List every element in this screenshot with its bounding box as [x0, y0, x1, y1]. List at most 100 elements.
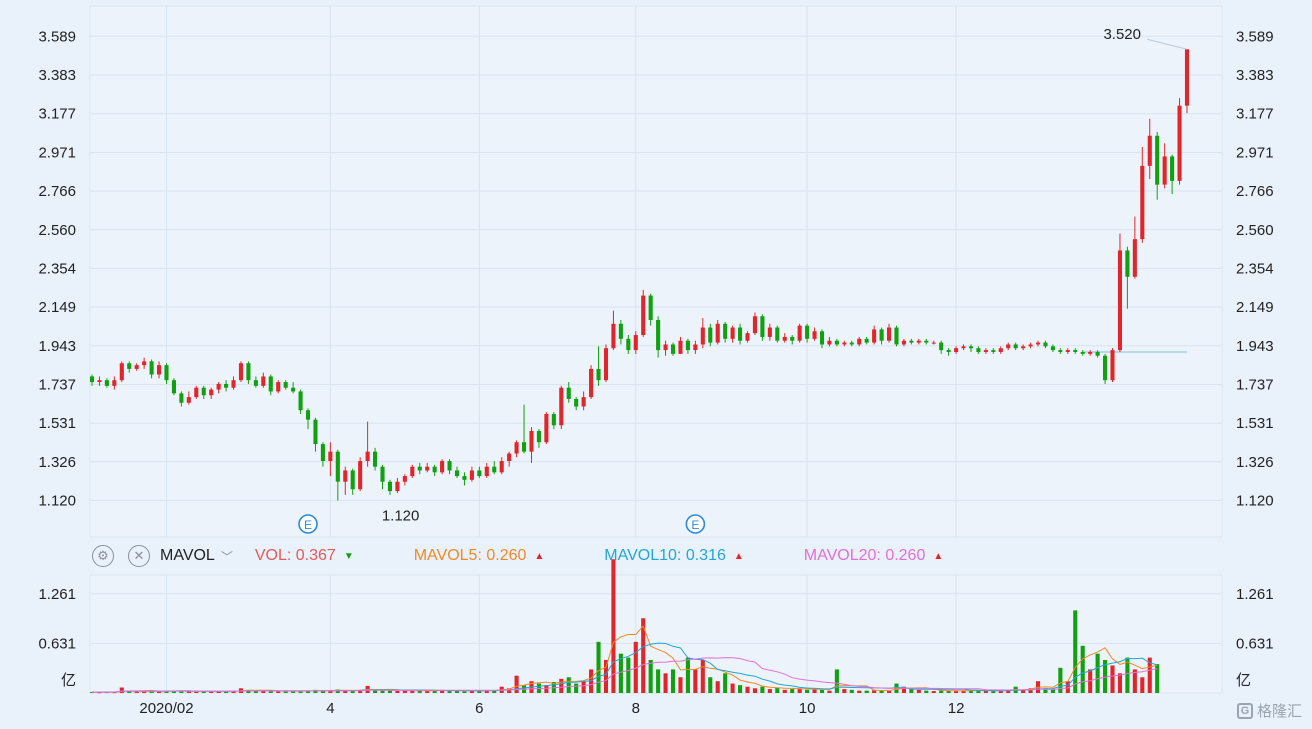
volume-bar: [685, 657, 690, 693]
logo-icon: G: [1236, 702, 1253, 719]
candle-body: [335, 451, 340, 482]
candle-body: [104, 380, 109, 386]
candle-body: [514, 442, 519, 454]
volume-bar: [641, 618, 646, 693]
candle-body: [983, 350, 988, 352]
candle-body: [402, 476, 407, 482]
candle-body: [760, 316, 765, 337]
candle: [745, 331, 750, 343]
price-tick-label: 1.120: [38, 493, 76, 510]
candle-body: [589, 368, 594, 398]
volume-bar: [693, 669, 698, 693]
volume-bar: [454, 691, 460, 693]
candle-body: [1021, 346, 1026, 349]
candle: [752, 312, 758, 336]
candle-body: [291, 387, 296, 392]
chevron-down-icon[interactable]: ﹀: [220, 549, 233, 564]
candle-body: [767, 327, 772, 337]
candle-body: [715, 323, 720, 343]
candle: [864, 336, 869, 345]
volume-bar: [879, 690, 884, 693]
volume-bar: [358, 689, 363, 693]
candle: [842, 340, 847, 347]
candle: [633, 331, 638, 354]
volume-bar: [402, 690, 407, 693]
candle-body: [1103, 355, 1108, 381]
volume-bar: [380, 690, 385, 693]
volume-bar: [171, 691, 176, 693]
candle-body: [544, 414, 549, 443]
close-icon[interactable]: ✕: [128, 545, 150, 567]
candle: [1110, 348, 1115, 383]
volume-bar: [268, 691, 273, 693]
volume-bar: [603, 659, 609, 693]
candle-body: [283, 382, 288, 388]
candle-body: [916, 340, 921, 343]
candlestick-series: [89, 49, 1190, 501]
price-tick-label: 2.354: [1236, 260, 1274, 277]
candle-body: [313, 419, 318, 445]
candle: [685, 338, 690, 354]
candle-body: [261, 376, 266, 386]
candle: [819, 329, 825, 349]
volume-bar: [916, 689, 921, 693]
candle: [1184, 49, 1190, 114]
candle-body: [723, 323, 728, 339]
volume-bar: [112, 692, 117, 694]
volume-bar: [819, 689, 825, 693]
candle-body: [499, 461, 504, 473]
price-tick-label: 3.383: [38, 67, 76, 84]
volume-bar: [730, 683, 735, 693]
candle: [1155, 131, 1160, 200]
volume-bar: [395, 691, 400, 693]
candle-body: [89, 376, 95, 383]
candle: [97, 376, 102, 386]
volume-bar: [283, 691, 288, 693]
price-tick-label: 1.531: [38, 415, 76, 432]
annotations: 3.520 1.120 E E: [298, 26, 1188, 534]
candle-body: [1095, 351, 1100, 356]
price-tick-label: 1.531: [1236, 415, 1274, 432]
volume-bar: [723, 673, 728, 693]
candle: [916, 338, 921, 345]
volume-bar: [834, 669, 839, 693]
candle-body: [179, 393, 184, 403]
volume-plot-area: [89, 574, 1223, 694]
candle-body: [298, 391, 303, 411]
candle: [499, 457, 504, 475]
candle: [410, 464, 415, 478]
price-tick-label: 1.943: [38, 338, 76, 355]
candle-body: [536, 430, 541, 443]
volume-bar: [715, 681, 720, 693]
candle: [797, 323, 802, 343]
candle: [574, 397, 579, 411]
volume-bar: [1125, 657, 1130, 693]
time-tick-label: 10: [799, 700, 816, 717]
volume-bar: [857, 690, 862, 693]
candle-body: [805, 325, 810, 339]
price-axis-left: 3.589 3.383 3.177 2.971 2.766 2.560 2.354 2.149…: [38, 28, 76, 509]
candle-body: [432, 466, 437, 473]
volume-bar: [514, 675, 519, 693]
volume-bar: [752, 688, 758, 693]
candle-body: [1162, 156, 1167, 185]
volume-bar: [767, 689, 772, 693]
gear-icon[interactable]: ⚙: [92, 545, 114, 567]
candle-body: [872, 329, 877, 343]
volume-tick-label: 0.631: [38, 635, 76, 652]
candle: [954, 346, 959, 354]
candle: [715, 320, 720, 345]
candle-body: [857, 338, 862, 345]
volume-bar: [320, 690, 325, 693]
candle-body: [97, 380, 102, 383]
price-tick-label: 2.766: [1236, 183, 1274, 200]
candle-body: [477, 470, 482, 477]
candle: [268, 374, 273, 396]
volume-bar: [373, 689, 378, 693]
volume-bar: [194, 691, 199, 693]
candle: [514, 440, 519, 458]
price-tick-label: 3.589: [38, 28, 76, 45]
volume-bar: [425, 691, 430, 693]
candle: [790, 335, 795, 345]
candle-body: [991, 350, 996, 352]
